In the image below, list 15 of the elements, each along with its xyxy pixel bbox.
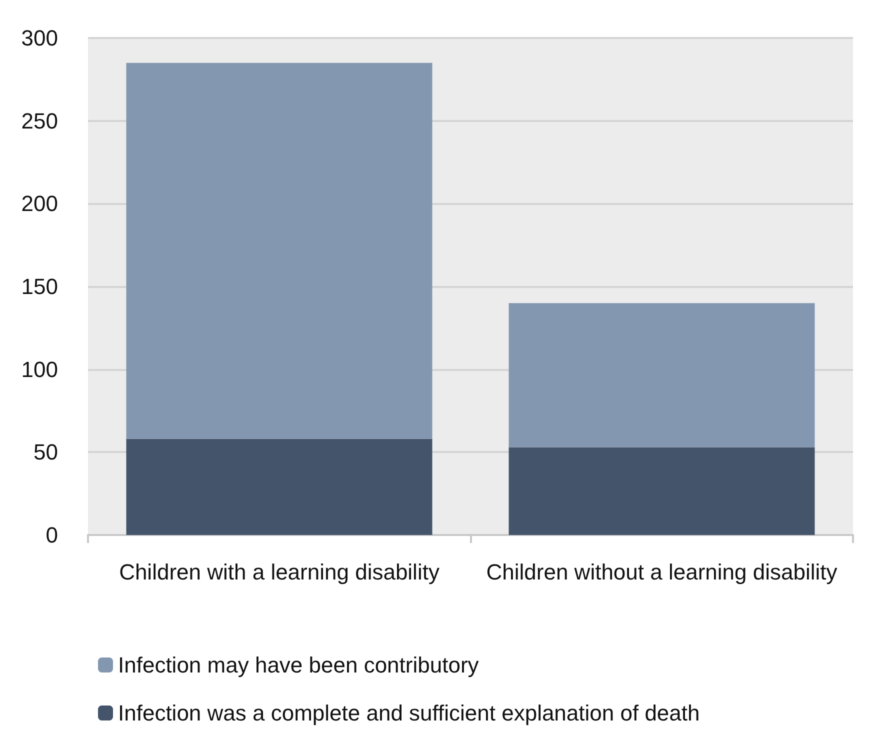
bar — [126, 62, 432, 439]
y-tick-label: 200 — [21, 191, 58, 216]
bar — [126, 438, 432, 535]
legend-label: Infection was a complete and sufficient explanation of death — [118, 700, 700, 726]
y-tick-label: 150 — [21, 274, 58, 299]
y-tick-label: 300 — [21, 26, 58, 50]
bar — [508, 303, 815, 448]
legend-label: Infection may have been contributory — [118, 652, 479, 678]
x-tick-label: Children without a learning disability — [486, 560, 838, 584]
y-tick-label: 250 — [21, 108, 58, 134]
y-tick-label: 50 — [34, 440, 58, 465]
y-tick-label: 0 — [46, 522, 58, 548]
x-tick-label: Children with a learning disability — [119, 560, 440, 584]
y-tick-label: 100 — [21, 356, 58, 382]
bar — [508, 447, 815, 535]
